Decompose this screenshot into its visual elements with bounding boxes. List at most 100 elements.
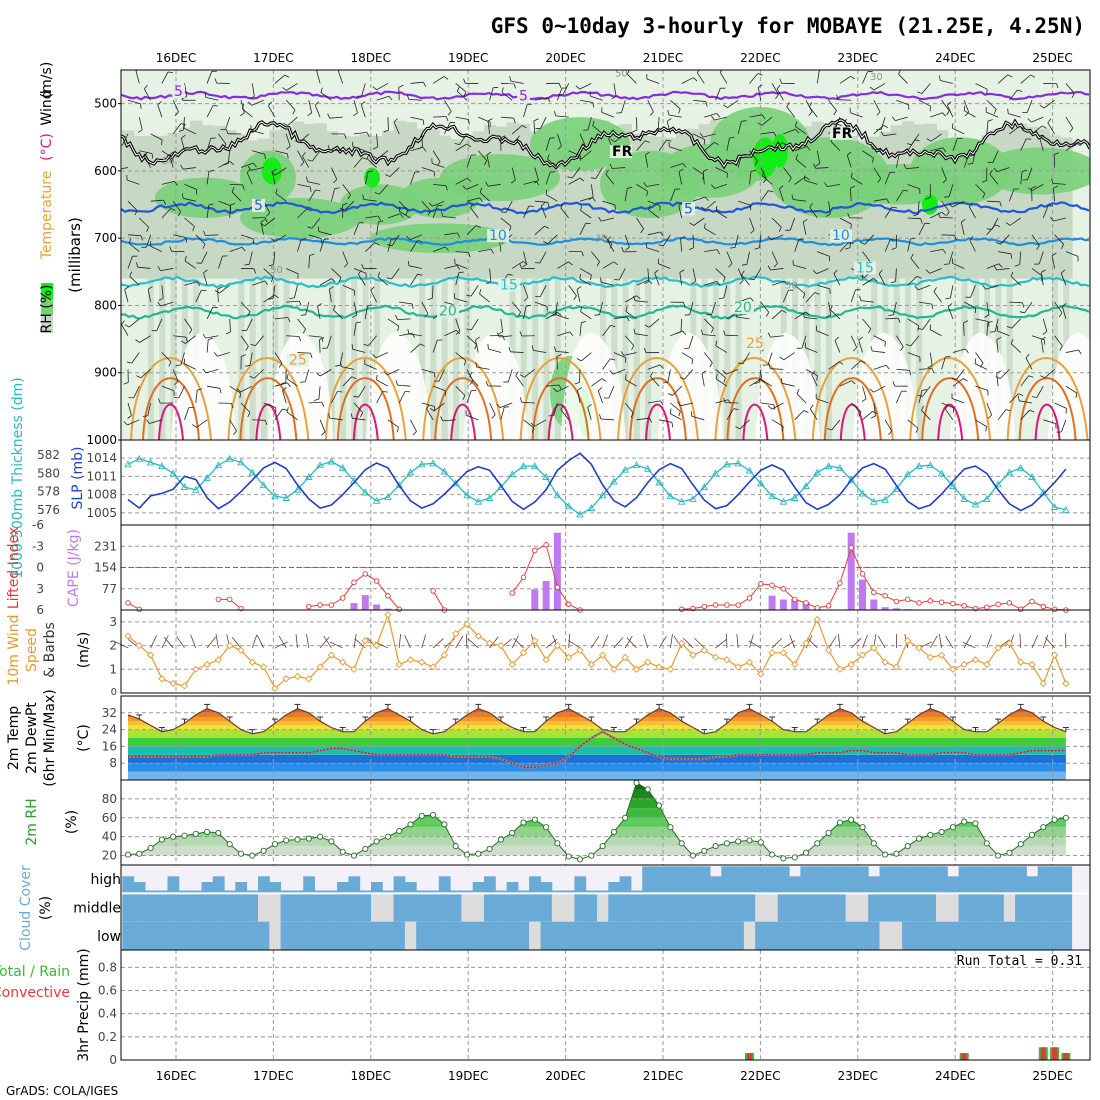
wind10m-speed-marker xyxy=(1005,639,1014,647)
wind-barb xyxy=(930,147,944,152)
wind-barb-flag xyxy=(917,394,923,397)
rh2m-marker xyxy=(181,832,188,839)
wind-barb-flag xyxy=(869,86,875,91)
wind-barb xyxy=(421,167,435,172)
wind-barb xyxy=(1020,409,1030,421)
wind-barb-flag xyxy=(990,331,996,333)
wind-barb xyxy=(1010,276,1021,286)
wind-barb-flag xyxy=(188,329,193,334)
wind-barb-flag xyxy=(386,277,392,280)
rh2m-marker xyxy=(927,831,934,838)
precip-convective-label: Convective xyxy=(0,985,70,1001)
wind10m-barb xyxy=(398,633,401,648)
thickness-marker xyxy=(576,510,584,518)
wind-barb xyxy=(997,330,1010,337)
wind-barb-flag xyxy=(456,265,461,270)
cloud-low-cell xyxy=(834,921,847,950)
thickness-marker xyxy=(779,497,788,505)
wind-barb-flag xyxy=(411,303,414,309)
cloud-low-cell xyxy=(856,921,869,950)
wind-barb xyxy=(602,200,616,206)
wind10m-speed-marker xyxy=(293,672,302,681)
wind-barb xyxy=(308,189,316,202)
wind-barb xyxy=(195,290,202,303)
wind-barb xyxy=(862,150,874,159)
wind-barb-flag xyxy=(671,422,674,428)
wind-barb xyxy=(203,272,208,286)
wind-barb-flag xyxy=(361,263,364,269)
wind-barb xyxy=(138,117,143,130)
wind-barb-flag xyxy=(135,339,140,343)
wind10m-barb xyxy=(161,635,169,649)
cape-bar xyxy=(384,608,392,610)
wind-barb xyxy=(320,92,332,101)
cloud-low-cell xyxy=(721,921,734,950)
wind-barb xyxy=(399,301,413,305)
top-day-axis: 16DEC 17DEC 18DEC 19DEC 20DEC 21DEC 22DEC 23DEC… xyxy=(156,51,1073,65)
wind-barb xyxy=(1031,234,1040,246)
wind-barb xyxy=(599,301,603,315)
wind10m-barb xyxy=(1031,635,1039,649)
wind-barb-flag xyxy=(1017,89,1023,92)
wind-barb xyxy=(771,83,779,95)
cloud-low-cell xyxy=(879,921,892,950)
wind-barb-flag xyxy=(730,247,736,249)
cloud-low-cell xyxy=(416,921,428,950)
wind-barb-flag xyxy=(633,328,636,334)
wind-barb xyxy=(146,234,151,248)
cloud-middle-cell xyxy=(969,893,982,922)
cloud-middle-cell xyxy=(190,893,202,922)
wind-barb-flag xyxy=(678,168,684,172)
wind-barb xyxy=(178,386,185,399)
wind-barb xyxy=(666,121,671,135)
cloud-middle-cell xyxy=(167,893,180,922)
wind-barb xyxy=(183,197,196,202)
wind-barb xyxy=(581,150,592,160)
rh2m-marker xyxy=(701,847,708,854)
wind-barb-flag xyxy=(576,358,582,362)
wind-barb xyxy=(613,352,626,359)
wind-barb-flag xyxy=(891,206,897,209)
wind-barb xyxy=(144,155,151,168)
wind-barb xyxy=(286,83,298,91)
wind-barb xyxy=(930,112,943,118)
wind-barb-flag xyxy=(1047,118,1052,124)
wind-barb xyxy=(760,190,769,202)
wind-barb xyxy=(579,369,581,383)
cloud-high-cell xyxy=(766,866,779,894)
wind-barb-flag xyxy=(373,155,378,160)
wind-barb xyxy=(781,382,795,387)
wind-barb-flag xyxy=(802,312,805,318)
day-label-top: 25DEC xyxy=(1032,51,1072,65)
wind-barb-flag xyxy=(383,129,389,133)
pressure-tick-label: 1000 xyxy=(86,433,117,447)
wind-barb xyxy=(207,385,220,389)
wind-barb xyxy=(160,301,174,307)
wind-barb-flag xyxy=(121,320,125,325)
lifted-index-marker xyxy=(735,602,741,608)
precip-convective-bar xyxy=(1040,1047,1046,1060)
wind-barb xyxy=(659,419,672,423)
wind-barb-flag xyxy=(1078,349,1082,355)
wind-barb xyxy=(831,419,841,431)
wind-barb xyxy=(478,248,492,253)
wind-barb xyxy=(275,193,287,202)
wind-barb xyxy=(432,205,438,219)
cloud-middle-cell xyxy=(122,893,135,922)
cloud-high-cell xyxy=(348,876,361,894)
wind-barb-flag xyxy=(428,202,433,207)
wind-barb xyxy=(736,316,750,320)
wind-barb-flag xyxy=(965,348,969,354)
isotherm-label: 5 xyxy=(174,84,183,100)
wind-barb xyxy=(704,281,717,286)
wind-barb xyxy=(759,369,762,383)
wind-barb-flag xyxy=(926,138,932,142)
cloud-low-cell xyxy=(913,921,926,950)
pressure-tick-label: 500 xyxy=(94,97,117,111)
wind-barb-flag xyxy=(434,372,436,378)
wind-barb xyxy=(358,385,366,398)
wind-barb xyxy=(161,352,172,363)
wind-barb xyxy=(433,116,447,118)
wind-barb xyxy=(715,88,721,101)
dry-pocket xyxy=(852,332,918,440)
